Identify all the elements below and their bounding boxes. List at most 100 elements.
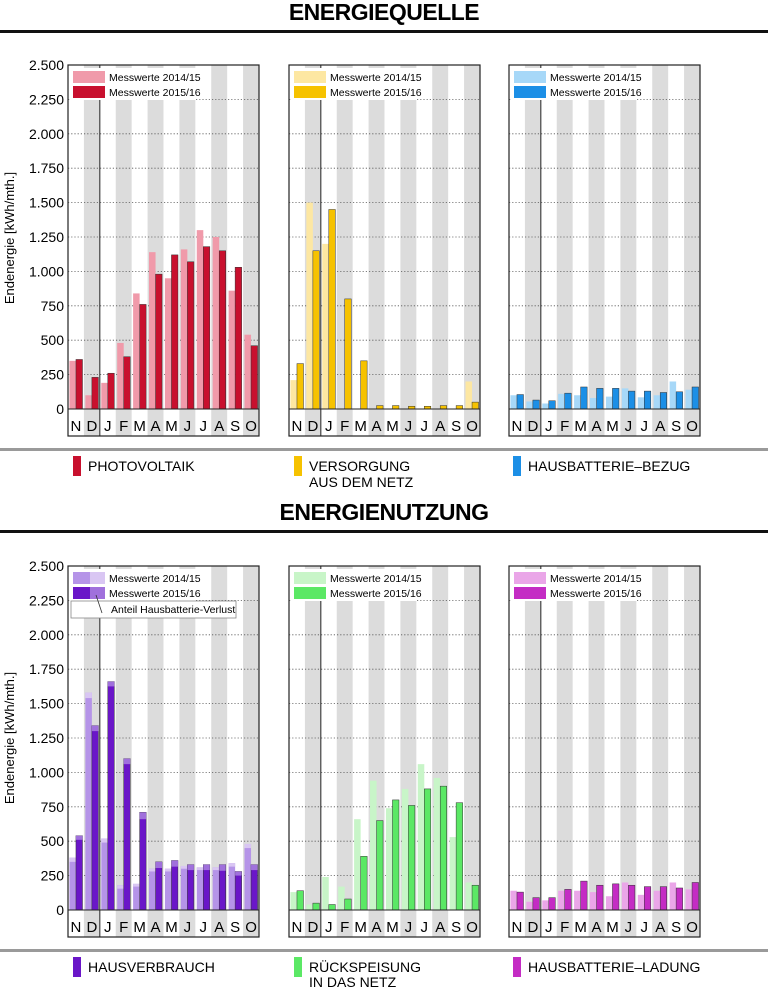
y-tick-label: 2.500 — [29, 558, 64, 574]
x-tick-label: J — [641, 919, 649, 936]
bar-loss-segment — [101, 838, 108, 843]
legend-swatch-hausbatterie-bezug — [513, 456, 521, 476]
x-tick-label: J — [545, 418, 553, 435]
month-stripe — [620, 65, 637, 436]
x-tick-label: M — [354, 919, 367, 936]
y-tick-label: 250 — [41, 868, 65, 884]
month-stripe — [211, 566, 228, 937]
month-stripe — [652, 65, 669, 436]
y-tick-label: 250 — [41, 367, 65, 383]
bar-hausbatterie-ladung-2015-16 — [612, 883, 620, 911]
x-tick-label: O — [686, 919, 698, 936]
bar-rueckspeisung-2014-15 — [370, 780, 377, 910]
divider-grey-top — [0, 448, 768, 451]
month-stripe — [652, 566, 669, 937]
bar-hausbatterie-ladung-2014-15 — [653, 890, 661, 910]
divider-grey-bottom — [0, 949, 768, 952]
bar-rueckspeisung-2015-16 — [471, 884, 479, 911]
bar-hausverbrauch-2015-16 — [234, 871, 242, 911]
x-tick-label: J — [104, 919, 112, 936]
bar-hausbatterie-bezug-2015-16 — [691, 386, 699, 410]
y-tick-label: 2.000 — [29, 126, 64, 142]
month-stripe — [432, 65, 449, 436]
x-tick-label: J — [545, 919, 553, 936]
bar-hausbatterie-bezug-2015-16 — [628, 390, 636, 410]
y-tick-label: 2.000 — [29, 627, 64, 643]
x-tick-label: M — [386, 919, 399, 936]
category-legend-bottom: HAUSVERBRAUCH RÜCKSPEISUNG IN DAS NETZ H… — [73, 957, 700, 990]
bar-photovoltaik-2014-15 — [164, 278, 172, 409]
x-tick-label: M — [574, 919, 587, 936]
y-tick-label: 1.250 — [29, 730, 64, 746]
legend-swatch-1 — [73, 587, 90, 599]
x-tick-label: J — [421, 418, 429, 435]
bar-rueckspeisung-2015-16 — [455, 802, 463, 911]
bar-versorgung-2015-16 — [344, 298, 352, 410]
month-stripe — [556, 65, 573, 436]
x-tick-label: A — [592, 919, 602, 936]
bar-hausverbrauch-2015-16 — [75, 835, 83, 911]
bar-hausbatterie-bezug-2015-16 — [612, 388, 620, 410]
legend-swatch-1 — [294, 587, 326, 599]
bar-hausbatterie-bezug-2015-16 — [532, 399, 540, 410]
bar-hausbatterie-bezug-2015-16 — [644, 390, 652, 410]
bar-hausbatterie-ladung-2015-16 — [564, 889, 572, 911]
y-tick-label: 1.500 — [29, 195, 64, 211]
y-tick-label: 1.500 — [29, 696, 64, 712]
bar-photovoltaik-2014-15 — [69, 360, 76, 409]
bar-hausbatterie-bezug-2014-15 — [526, 401, 533, 409]
legend-swatch-0 — [73, 71, 105, 83]
bar-hausbatterie-bezug-2015-16 — [564, 392, 572, 410]
y-tick-label: 750 — [41, 799, 65, 815]
x-tick-label: J — [325, 418, 333, 435]
month-stripe — [368, 65, 385, 436]
month-stripe — [588, 65, 605, 436]
bar-hausverbrauch-2014-15 — [149, 868, 156, 910]
legend-text-1: Messwerte 2015/16 — [109, 87, 201, 99]
bar-hausverbrauch-2015-16 — [187, 864, 195, 911]
bar-hausbatterie-ladung-2015-16 — [596, 884, 604, 911]
y-tick-label: 1.750 — [29, 160, 64, 176]
bar-photovoltaik-2015-16 — [187, 261, 195, 410]
bar-versorgung-2015-16 — [360, 360, 368, 410]
bar-photovoltaik-2014-15 — [101, 382, 108, 409]
legend-label-versorgung: VERSORGUNG — [309, 458, 410, 474]
bar-hausbatterie-bezug-2015-16 — [580, 386, 588, 410]
x-tick-label: J — [104, 418, 112, 435]
bar-hausbatterie-bezug-2014-15 — [574, 395, 581, 409]
x-tick-label: N — [292, 919, 303, 936]
legend-swatch-rueckspeisung — [294, 957, 302, 977]
legend-label-rueckspeisung: RÜCKSPEISUNG — [309, 958, 421, 975]
legend-swatch-versorgung — [294, 456, 302, 476]
y-tick-label: 2.250 — [29, 91, 64, 107]
series-legend: Messwerte 2014/15 Messwerte 2015/16 — [71, 68, 201, 100]
bar-hausbatterie-bezug-2014-15 — [621, 388, 629, 409]
bar-rueckspeisung-2015-16 — [312, 902, 320, 911]
bar-hausbatterie-bezug-2014-15 — [669, 381, 677, 409]
bar-hausbatterie-ladung-2014-15 — [526, 901, 533, 910]
month-stripe — [524, 65, 541, 436]
bar-loss-segment — [107, 681, 115, 687]
x-tick-label: M — [354, 418, 367, 435]
bar-hausbatterie-bezug-2014-15 — [558, 393, 565, 409]
y-tick-label: 500 — [41, 332, 65, 348]
bar-hausbatterie-ladung-2014-15 — [510, 890, 517, 910]
bar-loss-segment — [123, 758, 131, 765]
bar-rueckspeisung-2015-16 — [439, 785, 447, 911]
month-stripe — [684, 566, 700, 937]
x-tick-label: F — [119, 418, 128, 435]
x-tick-label: M — [165, 418, 178, 435]
month-stripe — [400, 65, 417, 436]
bar-hausbatterie-ladung-2014-15 — [605, 896, 613, 910]
section-rule-top — [0, 30, 768, 33]
legend-text-0: Messwerte 2014/15 — [330, 573, 422, 585]
month-stripe — [179, 566, 196, 937]
bar-versorgung-2015-16 — [455, 405, 463, 410]
bar-rueckspeisung-2014-15 — [338, 886, 345, 910]
x-tick-label: S — [451, 418, 461, 435]
bar-loss-segment — [228, 863, 236, 867]
x-tick-label: N — [512, 418, 523, 435]
x-tick-label: O — [245, 418, 257, 435]
